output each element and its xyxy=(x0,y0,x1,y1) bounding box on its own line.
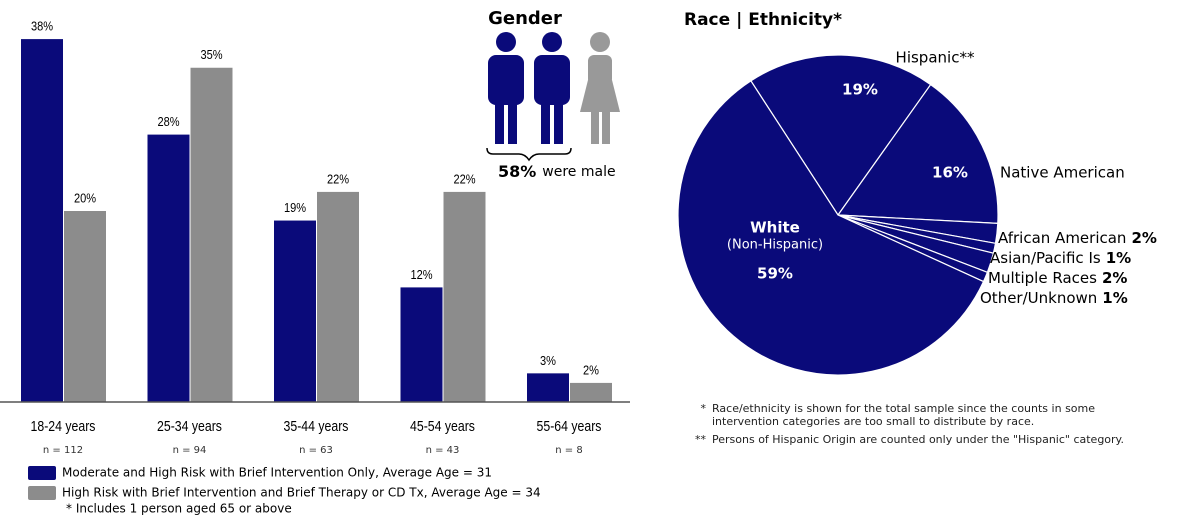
slice-label: White xyxy=(750,219,800,237)
x-tick-label: 45-54 years xyxy=(410,418,475,434)
legend-swatch xyxy=(28,466,56,480)
bar xyxy=(443,191,486,402)
female-icon xyxy=(580,32,620,144)
pie-slice xyxy=(836,83,999,225)
value-label: 22% xyxy=(327,171,349,186)
slice-label: Asian/Pacific Is xyxy=(990,249,1101,267)
slice-value: 59% xyxy=(757,265,793,283)
x-tick-note: n = 8 xyxy=(555,445,582,456)
slice-label: Hispanic** xyxy=(896,49,975,67)
slice-value: 2% xyxy=(1102,269,1127,287)
value-label: 12% xyxy=(410,267,432,282)
x-tick-label: 18-24 years xyxy=(31,418,96,434)
value-label: 20% xyxy=(74,191,96,206)
slice-label: Other/Unknown xyxy=(980,289,1097,307)
bar xyxy=(274,220,316,402)
footnote-text: Race/ethnicity is shown for the total sa… xyxy=(712,402,1096,428)
x-tick-note: n = 94 xyxy=(173,445,207,456)
pie-title: Race | Ethnicity* xyxy=(684,10,842,30)
bar xyxy=(21,39,63,402)
slice-value: 19% xyxy=(842,81,878,99)
slice-label: Native American xyxy=(1000,164,1125,182)
gender-value: 58% xyxy=(498,162,536,181)
slice-label-row: Asian/Pacific Is 1% xyxy=(990,249,1131,267)
slice-value: 1% xyxy=(1106,249,1131,267)
gender-text: were male xyxy=(542,164,615,180)
slice-label: African American xyxy=(998,229,1126,247)
x-tick-label: 55-64 years xyxy=(537,418,602,434)
slice-label-row: Multiple Races 2% xyxy=(988,269,1127,287)
bar xyxy=(64,211,106,402)
legend-label: Moderate and High Risk with Brief Interv… xyxy=(62,466,492,480)
value-label: 19% xyxy=(284,200,306,215)
legend-swatch xyxy=(28,486,56,500)
value-label: 38% xyxy=(31,19,53,34)
slice-label-row: Other/Unknown 1% xyxy=(980,289,1128,307)
x-tick-note: n = 63 xyxy=(299,445,333,456)
value-label: 3% xyxy=(540,353,556,368)
slice-value: 2% xyxy=(1131,229,1156,247)
footnote-mark: ** xyxy=(695,433,706,446)
slice-note: (Non-Hispanic) xyxy=(727,238,823,253)
footnote: ** Persons of Hispanic Origin are counted… xyxy=(680,433,1160,446)
gender-stat: 58% were male xyxy=(498,162,616,181)
slice-label-row: African American 2% xyxy=(998,229,1157,247)
x-tick-label: 35-44 years xyxy=(284,418,349,434)
x-tick-label: 25-34 years xyxy=(157,418,222,434)
footnote-mark: * xyxy=(700,402,707,415)
footnote-text: Persons of Hispanic Origin are counted o… xyxy=(712,433,1124,446)
bar xyxy=(147,134,190,402)
value-label: 35% xyxy=(200,47,222,62)
note: * Includes 1 person aged 65 or above xyxy=(66,502,292,516)
male-icon xyxy=(488,32,570,144)
gender-title: Gender xyxy=(488,8,562,29)
value-label: 22% xyxy=(453,171,475,186)
bar xyxy=(317,191,359,402)
value-label: 2% xyxy=(583,362,599,377)
value-label: 28% xyxy=(157,114,179,129)
slice-value: 16% xyxy=(932,164,968,182)
bar xyxy=(400,287,443,402)
pie-slice xyxy=(750,54,932,217)
bar xyxy=(190,67,233,402)
slice-value: 1% xyxy=(1102,289,1127,307)
footnote: * Race/ethnicity is shown for the total s… xyxy=(680,402,1160,428)
slice-label: Multiple Races xyxy=(988,269,1097,287)
x-tick-note: n = 43 xyxy=(426,445,460,456)
bar xyxy=(570,382,612,402)
x-tick-note: n = 112 xyxy=(43,445,83,456)
bar xyxy=(527,373,569,402)
bracket xyxy=(486,147,572,162)
legend-label: High Risk with Brief Intervention and Br… xyxy=(62,486,541,500)
pie-slice xyxy=(677,79,985,376)
